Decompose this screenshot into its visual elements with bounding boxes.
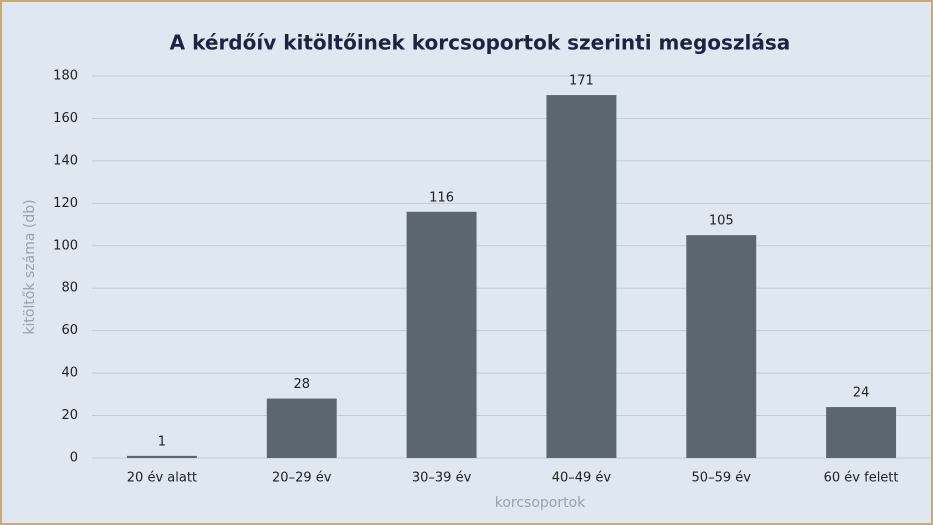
x-tick-label: 40–49 év xyxy=(552,471,612,486)
data-label: 171 xyxy=(569,74,594,89)
x-tick-label: 60 év felett xyxy=(824,471,899,486)
y-tick-label: 160 xyxy=(53,111,78,126)
x-axis-label: korcsoportok xyxy=(495,495,586,511)
y-tick-label: 60 xyxy=(61,323,78,338)
data-label: 116 xyxy=(429,190,454,205)
y-tick-label: 80 xyxy=(61,281,78,296)
bar xyxy=(406,211,477,458)
bar xyxy=(266,398,337,458)
data-label: 1 xyxy=(158,434,166,449)
x-tick-label: 30–39 év xyxy=(412,471,472,486)
bar xyxy=(126,455,197,458)
y-tick-label: 40 xyxy=(61,366,78,381)
bar xyxy=(826,407,897,458)
data-label: 28 xyxy=(293,377,310,392)
y-tick-label: 20 xyxy=(61,408,78,423)
x-tick-label: 20 év alatt xyxy=(127,471,197,486)
y-tick-label: 140 xyxy=(53,153,78,168)
x-tick-label: 50–59 év xyxy=(692,471,752,486)
bar xyxy=(686,235,757,458)
y-axis-label: kitöltők száma (db) xyxy=(22,199,38,334)
bar xyxy=(546,95,617,458)
data-label: 105 xyxy=(709,214,734,229)
chart-title: A kérdőív kitöltőinek korcsoportok szeri… xyxy=(170,31,791,55)
x-tick-label: 20–29 év xyxy=(272,471,332,486)
y-tick-label: 0 xyxy=(70,451,78,466)
y-tick-label: 180 xyxy=(53,69,78,84)
y-tick-label: 120 xyxy=(53,196,78,211)
y-tick-label: 100 xyxy=(53,238,78,253)
data-label: 24 xyxy=(853,386,870,401)
